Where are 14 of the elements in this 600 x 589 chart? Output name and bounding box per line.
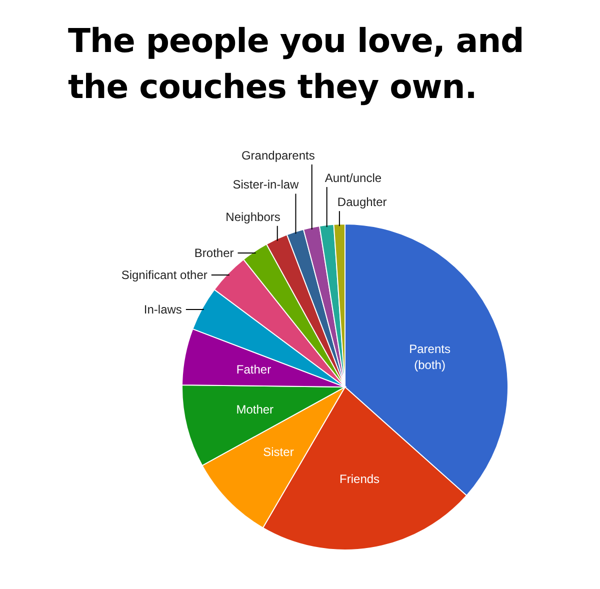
slice-label: Sister — [263, 444, 294, 459]
slice-label: Brother — [194, 246, 234, 260]
slice-label: Sister-in-law — [232, 178, 300, 192]
slice-label: In-laws — [144, 302, 182, 316]
slice-label: Father — [236, 362, 272, 377]
chart-title: The people you love, and the couches they own. — [68, 20, 525, 108]
slice-label: Daughter — [337, 195, 387, 210]
slice-label: Mother — [236, 402, 274, 417]
slice-label: Parents (both) — [409, 342, 450, 372]
slice-label: Grandparents — [241, 148, 315, 162]
slice-label: Friends — [340, 472, 380, 486]
slice-label: Significant other — [121, 268, 208, 282]
slice-label: Aunt/uncle — [324, 171, 382, 186]
slice-label: Neighbors — [226, 210, 280, 224]
